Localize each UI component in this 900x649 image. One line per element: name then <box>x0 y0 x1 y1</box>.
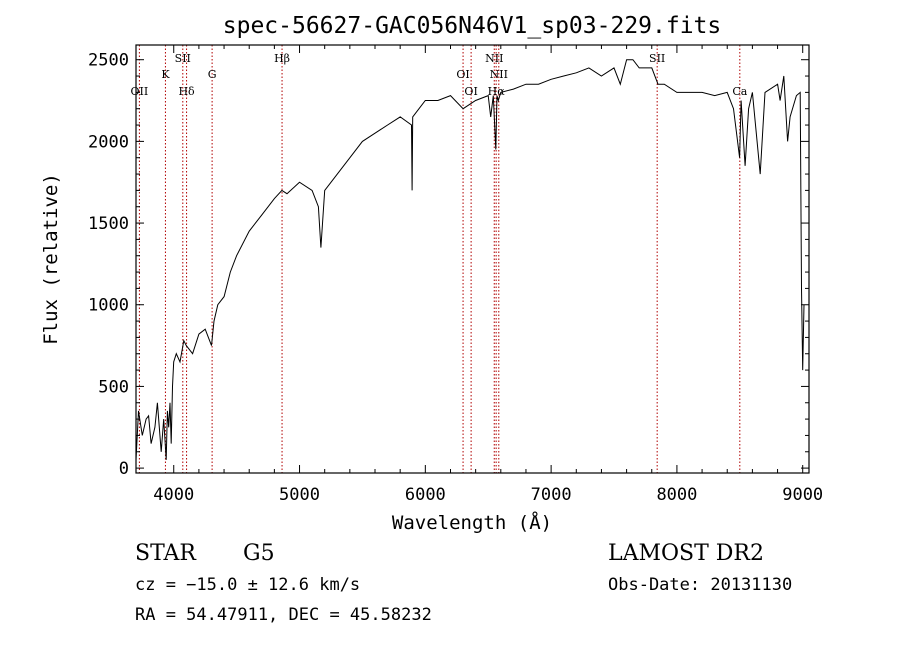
obs-date-text: Obs-Date: 20131130 <box>608 575 792 595</box>
line-marker-label: OI <box>464 85 477 98</box>
x-tick-label: 7000 <box>531 485 572 505</box>
x-tick-label: 4000 <box>153 485 194 505</box>
line-marker-label: NII <box>490 68 508 81</box>
line-marker-label: SII <box>175 52 191 65</box>
line-marker-label: K <box>161 68 170 81</box>
survey-name: LAMOST DR2 <box>608 541 764 566</box>
series-layer <box>135 59 805 460</box>
y-tick-label: 0 <box>119 459 129 479</box>
redshift-text: cz = −15.0 ± 12.6 km/s <box>135 575 360 595</box>
line-marker-label: Hδ <box>178 85 195 98</box>
spectrum-line <box>135 59 805 460</box>
y-tick-label: 500 <box>98 377 129 397</box>
x-tick-label: 6000 <box>405 485 446 505</box>
line-marker-label: NII <box>485 52 503 65</box>
line-markers: OII K SII Hδ G Hβ OI OI NII NII Hα SII Ca <box>131 45 748 473</box>
line-marker-label: Hβ <box>274 52 290 65</box>
y-tick-label: 2000 <box>88 132 129 152</box>
y-axis-label: Flux (relative) <box>40 173 62 345</box>
line-marker-label: OII <box>131 85 149 98</box>
line-marker-label: SII <box>649 52 665 65</box>
x-tick-label: 9000 <box>782 485 823 505</box>
x-axis-label: Wavelength (Å) <box>392 511 552 534</box>
line-marker-label: G <box>208 68 217 81</box>
plot-frame <box>135 44 810 474</box>
line-marker-label: Ca <box>732 85 747 98</box>
axis-ticks: 4000 5000 6000 7000 8000 9000 0 500 1000 1500 2000… <box>88 45 823 505</box>
y-tick-label: 1500 <box>88 214 129 234</box>
line-marker-label: Hα <box>488 85 506 98</box>
y-tick-label: 1000 <box>88 296 129 316</box>
x-tick-label: 8000 <box>656 485 697 505</box>
y-tick-label: 2500 <box>88 51 129 71</box>
coordinates-text: RA = 54.47911, DEC = 45.58232 <box>135 605 432 625</box>
object-class: STAR <box>135 541 197 566</box>
object-subclass: G5 <box>243 541 275 566</box>
x-tick-label: 5000 <box>279 485 320 505</box>
line-marker-label: OI <box>456 68 469 81</box>
chart-title: spec-56627-GAC056N46V1_sp03-229.fits <box>223 13 722 39</box>
